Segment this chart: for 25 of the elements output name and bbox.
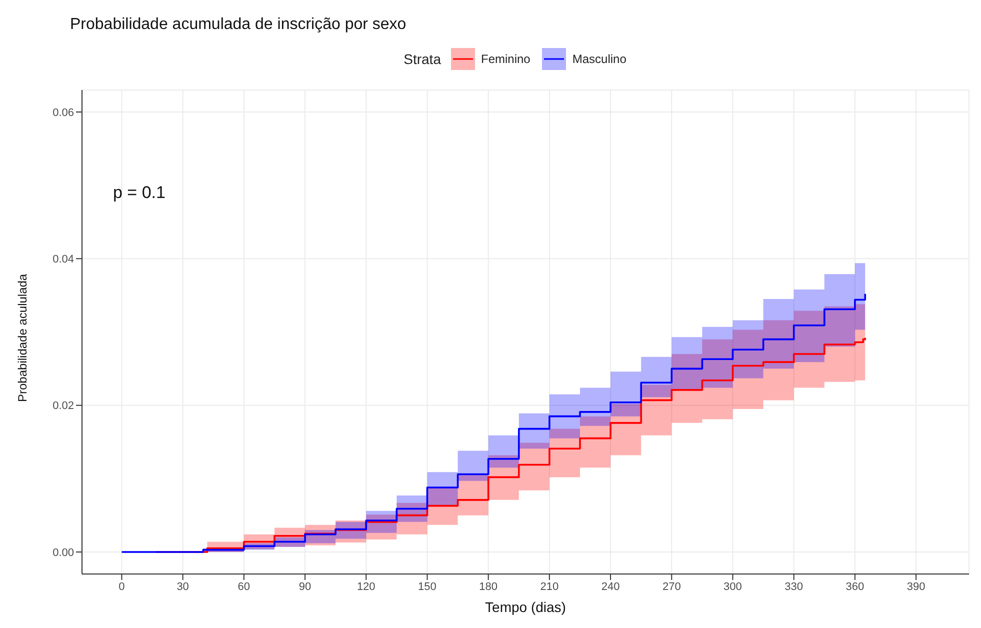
x-tick-label: 330 [784, 580, 804, 593]
x-tick-label: 120 [356, 580, 376, 593]
chart-title: Probabilidade acumulada de inscrição por sexo [70, 16, 406, 34]
y-tick-label: 0.04 [52, 254, 74, 266]
y-tick-label: 0.06 [52, 106, 74, 119]
x-tick-label: 0 [118, 580, 125, 593]
x-axis-title: Tempo (dias) [485, 599, 566, 615]
x-tick-label: 360 [846, 580, 864, 593]
x-tick-label: 240 [601, 580, 620, 593]
x-tick-label: 390 [906, 580, 926, 593]
legend-title: Strata [404, 51, 441, 67]
annotation: p = 0.1 [113, 183, 166, 203]
y-tick-label: 0.00 [52, 546, 74, 559]
legend-label: Masculino [572, 52, 626, 66]
x-tick-label: 30 [176, 580, 189, 593]
y-tick-label: 0.02 [52, 400, 74, 412]
x-tick-label: 60 [238, 580, 250, 593]
x-tick-label: 270 [662, 580, 681, 593]
legend-label: Feminino [480, 52, 530, 66]
x-tick-label: 300 [724, 580, 742, 593]
x-tick-label: 180 [479, 580, 498, 593]
x-tick-label: 150 [418, 580, 436, 593]
x-tick-label: 90 [298, 580, 312, 593]
x-tick-label: 210 [540, 580, 559, 593]
y-axis-title: Probabilidade acululada [15, 274, 30, 402]
